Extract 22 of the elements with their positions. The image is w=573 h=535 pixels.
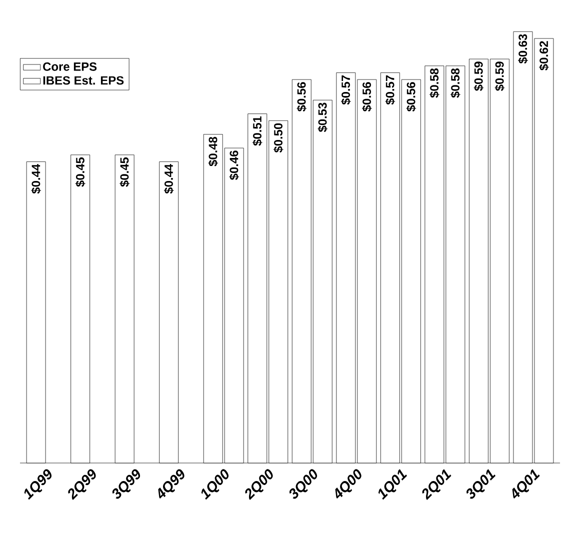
data-label: $0.48 <box>208 136 218 166</box>
data-label: $0.44 <box>164 164 174 194</box>
legend-label: IBES Est. EPS <box>43 76 124 85</box>
data-label: $0.51 <box>252 116 262 146</box>
data-label: $0.62 <box>539 41 549 70</box>
data-label: $0.58 <box>450 68 460 98</box>
data-label: $0.56 <box>406 82 416 112</box>
data-label: $0.56 <box>296 82 307 112</box>
data-label: $0.45 <box>75 157 86 187</box>
data-label: $0.57 <box>385 75 396 105</box>
data-label: $0.50 <box>273 123 284 153</box>
data-label: $0.58 <box>430 68 440 98</box>
data-label: $0.63 <box>518 34 528 64</box>
data-label: $0.56 <box>362 82 372 112</box>
data-label: $0.59 <box>474 62 484 91</box>
data-label: $0.46 <box>229 150 239 180</box>
data-label: $0.45 <box>120 157 130 187</box>
legend-label: Core EPS <box>43 62 97 71</box>
data-label: $0.59 <box>494 62 505 91</box>
data-label: $0.53 <box>318 102 328 132</box>
data-label: $0.57 <box>341 75 351 105</box>
data-label: $0.44 <box>31 164 41 194</box>
